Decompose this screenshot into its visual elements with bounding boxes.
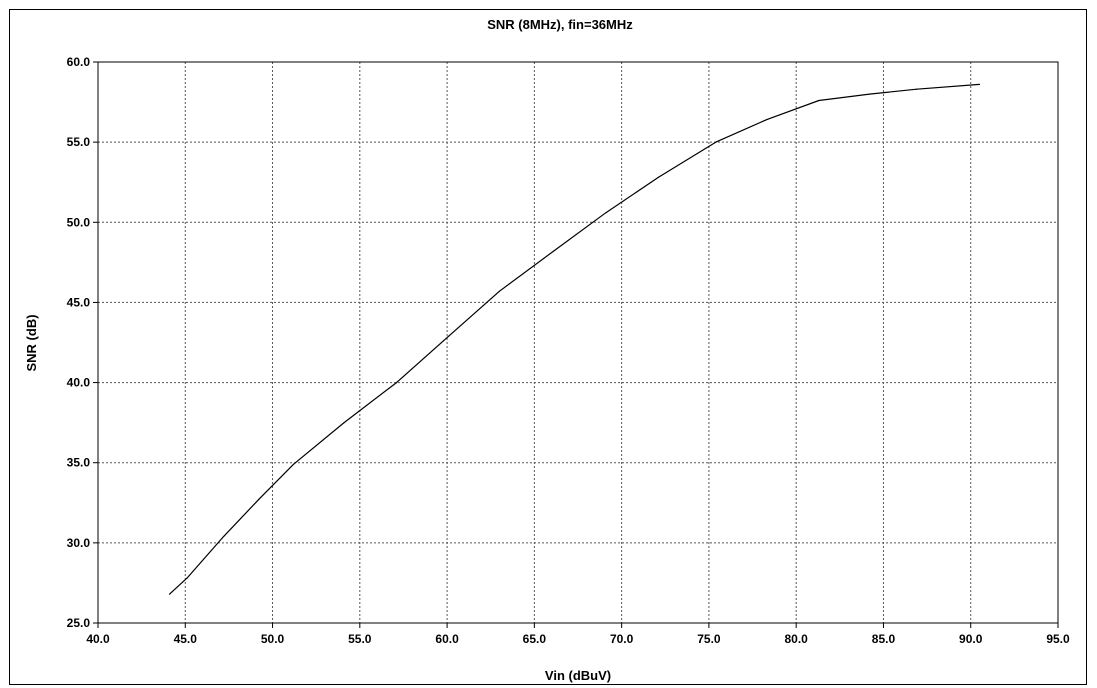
y-tick-label: 30.0 bbox=[67, 536, 91, 550]
data-point bbox=[395, 381, 398, 384]
data-point bbox=[552, 250, 555, 252]
x-tick-label: 95.0 bbox=[1046, 632, 1070, 646]
data-point bbox=[292, 463, 295, 465]
grid bbox=[98, 62, 1058, 623]
chart-title: SNR (8MHz), fin=36MHz bbox=[487, 17, 633, 32]
x-tick-label: 70.0 bbox=[610, 632, 634, 646]
plot-area bbox=[97, 61, 1059, 624]
data-point bbox=[498, 290, 501, 292]
data-point bbox=[868, 93, 871, 95]
chart-frame bbox=[9, 9, 1087, 685]
y-tick-label: 55.0 bbox=[67, 135, 91, 149]
data-point bbox=[223, 535, 225, 538]
y-tick-label: 45.0 bbox=[67, 295, 91, 309]
x-tick-label: 45.0 bbox=[174, 632, 198, 646]
x-axis-label: Vin (dBuV) bbox=[545, 668, 611, 683]
y-tick-label: 25.0 bbox=[67, 616, 91, 630]
data-point bbox=[448, 335, 450, 337]
x-tick-label: 80.0 bbox=[785, 632, 809, 646]
y-tick-label: 35.0 bbox=[67, 456, 91, 470]
x-tick-label: 60.0 bbox=[435, 632, 459, 646]
x-tick-label: 90.0 bbox=[959, 632, 983, 646]
x-tick-label: 85.0 bbox=[872, 632, 896, 646]
data-point bbox=[186, 577, 188, 579]
y-axis-label: SNR (dB) bbox=[24, 314, 39, 371]
data-point bbox=[257, 498, 260, 501]
y-tick-label: 40.0 bbox=[67, 376, 91, 390]
y-tick-label: 50.0 bbox=[67, 215, 91, 229]
x-tick-label: 75.0 bbox=[697, 632, 721, 646]
data-point bbox=[978, 83, 981, 86]
data-point bbox=[343, 422, 345, 424]
x-tick-label: 55.0 bbox=[348, 632, 372, 646]
x-tick-label: 40.0 bbox=[86, 632, 110, 646]
data-point bbox=[818, 99, 820, 102]
data-point bbox=[657, 176, 659, 179]
series-line bbox=[169, 83, 980, 595]
x-tick-label: 65.0 bbox=[523, 632, 547, 646]
data-point bbox=[715, 141, 717, 143]
axis-ticks: 40.0 45.0 50.0 55.0 60.0 65.0 70.0 75.0 80.0 85.0… bbox=[67, 55, 1070, 646]
y-tick-label: 60.0 bbox=[67, 55, 91, 69]
data-point bbox=[605, 212, 607, 214]
data-point bbox=[765, 119, 768, 121]
data-point bbox=[168, 593, 171, 595]
series-layer bbox=[168, 83, 981, 595]
data-point bbox=[916, 88, 918, 90]
x-tick-label: 50.0 bbox=[261, 632, 285, 646]
